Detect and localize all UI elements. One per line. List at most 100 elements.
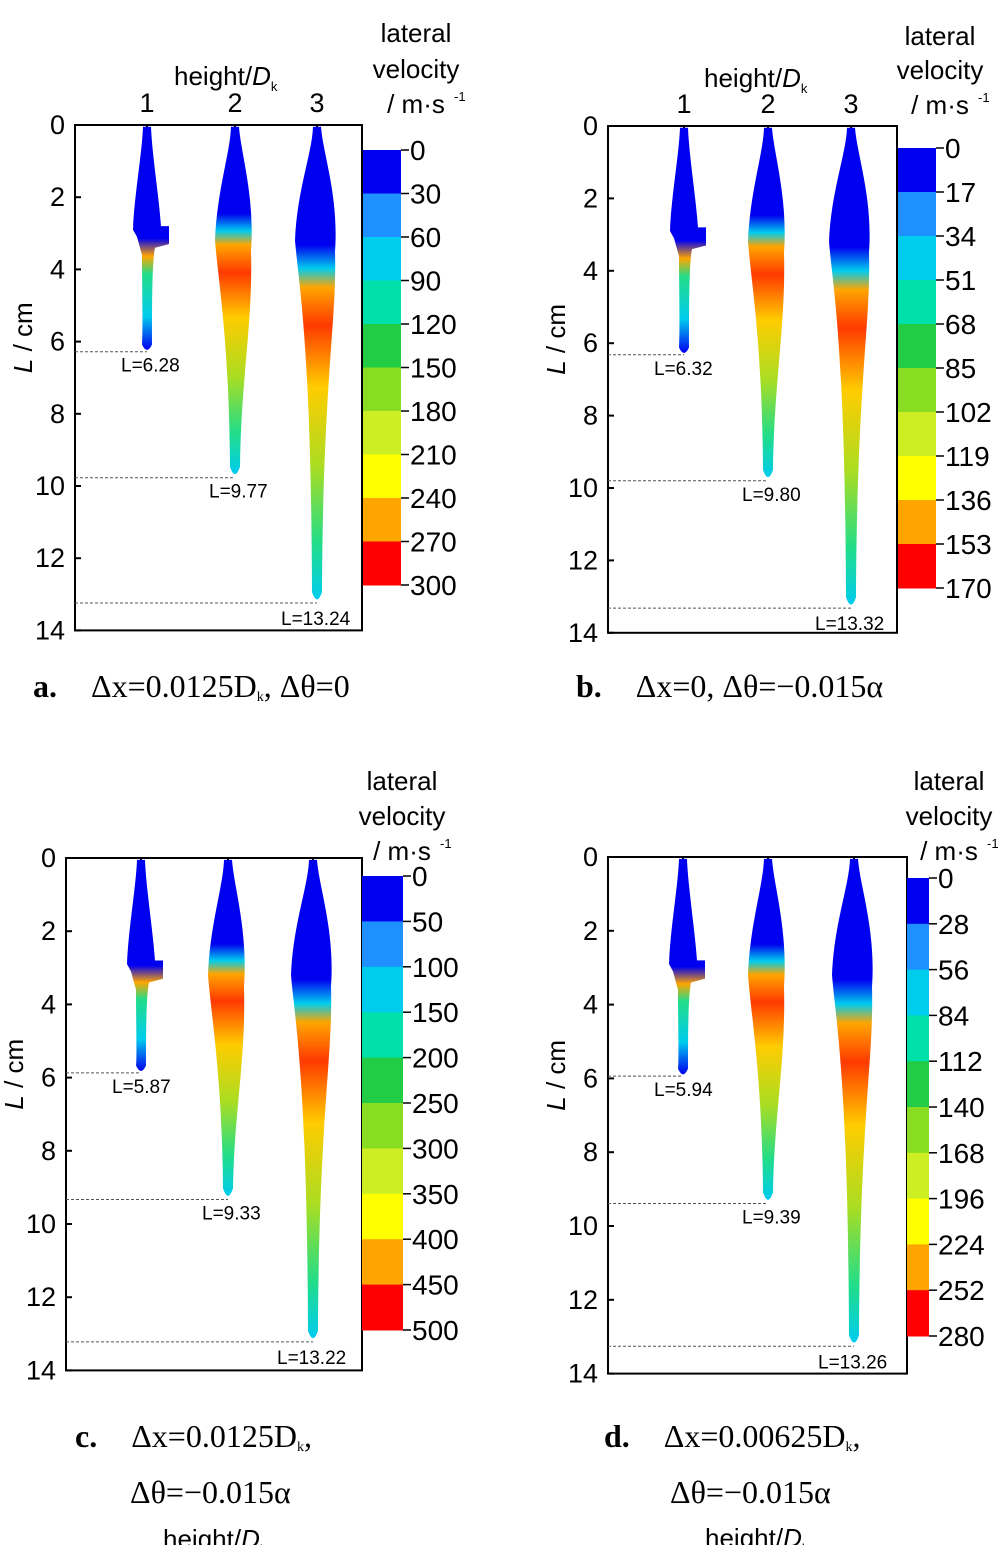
height-tick-label: 1 (139, 88, 154, 118)
colorbar-tick-label: 102 (945, 397, 992, 428)
colorbar-segment (907, 1198, 929, 1245)
colorbar-title-line: lateral (914, 766, 985, 796)
y-tick-label: 14 (568, 618, 598, 648)
colorbar-segment (362, 1057, 403, 1104)
y-tick-label: 8 (583, 1137, 598, 1167)
jet-profile-3 (829, 127, 870, 605)
y-tick-label: 8 (50, 399, 65, 429)
colorbar-segment (362, 876, 403, 922)
height-label-symbol: D (252, 61, 271, 91)
colorbar-tick-label: 210 (410, 440, 457, 471)
colorbar-tick-label: 34 (945, 221, 976, 252)
colorbar-segment (898, 192, 936, 237)
caption-c: c. Δx=0.0125Dk, (75, 1415, 312, 1469)
jet-profile-2 (208, 859, 245, 1196)
colorbar-title-exp: -1 (440, 836, 452, 851)
y-tick-label: 6 (41, 1063, 56, 1093)
y-tick-label: 10 (568, 1211, 598, 1241)
y-tick-label: 4 (583, 256, 598, 286)
colorbar-segment (362, 1284, 403, 1331)
height-tick-label: 1 (676, 89, 691, 119)
colorbar-tick-label: 153 (945, 529, 992, 560)
y-tick-label: 12 (26, 1282, 56, 1312)
colorbar-tick-label: 120 (410, 309, 457, 340)
y-label-var: L (8, 359, 38, 373)
colorbar-segment (898, 324, 936, 369)
colorbar-tick-label: 112 (938, 1046, 983, 1077)
colorbar-tick-label: 0 (410, 135, 426, 166)
length-label: L=13.26 (818, 1352, 887, 1373)
length-label: L=5.94 (654, 1080, 713, 1101)
colorbar-title-line: velocity (359, 801, 446, 831)
length-label: L=13.24 (281, 609, 351, 630)
height-label-symbol: D (783, 1523, 802, 1545)
y-tick-label: 2 (50, 182, 65, 212)
colorbar-tick-label: 136 (945, 485, 992, 516)
height-axis-label: height/Dk (174, 61, 278, 94)
y-axis-label: L / cm (0, 1039, 29, 1110)
caption-tail: , (852, 1418, 861, 1454)
colorbar-tick-label: 196 (938, 1184, 985, 1215)
colorbar-segment (363, 541, 401, 586)
y-tick-label: 6 (50, 327, 65, 357)
caption-d: d. Δx=0.00625Dk, (604, 1415, 861, 1469)
colorbar-tick-label: 400 (412, 1224, 459, 1255)
y-label-var: L (541, 360, 571, 374)
colorbar-tick-label: 300 (412, 1133, 459, 1164)
colorbar-tick-label: 85 (945, 353, 976, 384)
caption-tail: , Δθ=0 (263, 668, 350, 704)
caption-text: Δθ=−0.015α (130, 1474, 291, 1510)
colorbar-title-line: lateral (381, 18, 452, 48)
colorbar-segment (362, 966, 403, 1013)
length-label: L=13.22 (277, 1348, 346, 1369)
colorbar-segment (898, 236, 936, 281)
y-tick-label: 10 (26, 1209, 56, 1239)
colorbar-segment (907, 1152, 929, 1200)
height-axis-label: height/Dk (163, 1524, 267, 1545)
y-tick-label: 6 (583, 1063, 598, 1093)
colorbar-segment (363, 324, 401, 368)
jet-profile-1 (133, 126, 169, 350)
colorbar-tick-label: 252 (938, 1275, 985, 1306)
jet-profile-1 (127, 859, 163, 1072)
jet-profile-1 (669, 858, 705, 1075)
y-tick-label: 14 (26, 1355, 56, 1385)
colorbar-title-exp: -1 (978, 90, 990, 105)
colorbar-segment (363, 280, 401, 325)
colorbar-segment (898, 148, 936, 193)
y-tick-label: 12 (35, 543, 65, 573)
colorbar-segment (898, 412, 936, 457)
colorbar-title-line: / m·s (373, 836, 431, 866)
colorbar-tick-label: 68 (945, 309, 976, 340)
colorbar-tick-label: 280 (938, 1321, 985, 1352)
y-tick-label: 10 (35, 471, 65, 501)
y-label-var: L (541, 1096, 571, 1110)
jet-profile-2 (215, 126, 252, 475)
colorbar-segment (907, 1290, 929, 1337)
caption-c-line2: Δθ=−0.015α (130, 1471, 291, 1513)
colorbar-segment (907, 878, 929, 925)
caption-letter: d. (604, 1418, 630, 1454)
colorbar-title-exp: -1 (987, 836, 999, 851)
jet-profile-2 (748, 127, 785, 478)
y-tick-label: 12 (568, 1285, 598, 1315)
colorbar-tick-label: 0 (938, 863, 954, 894)
colorbar-tick-label: 450 (412, 1270, 459, 1301)
colorbar-title-exp: -1 (454, 89, 466, 104)
colorbar-tick-label: 180 (410, 396, 457, 427)
height-label-sub: k (271, 79, 278, 94)
y-tick-label: 0 (50, 110, 65, 140)
colorbar-segment (363, 150, 401, 194)
colorbar-tick-label: 150 (412, 997, 459, 1028)
colorbar-segment (907, 1107, 929, 1154)
height-tick-label: 3 (309, 88, 324, 118)
colorbar-tick-label: 100 (412, 952, 459, 983)
colorbar-segment (898, 368, 936, 413)
height-label-text: height/ (163, 1524, 242, 1545)
height-tick-label: 2 (760, 89, 775, 119)
y-tick-label: 2 (583, 183, 598, 213)
length-label: L=9.33 (202, 1203, 261, 1224)
colorbar-tick-label: 30 (410, 179, 441, 210)
